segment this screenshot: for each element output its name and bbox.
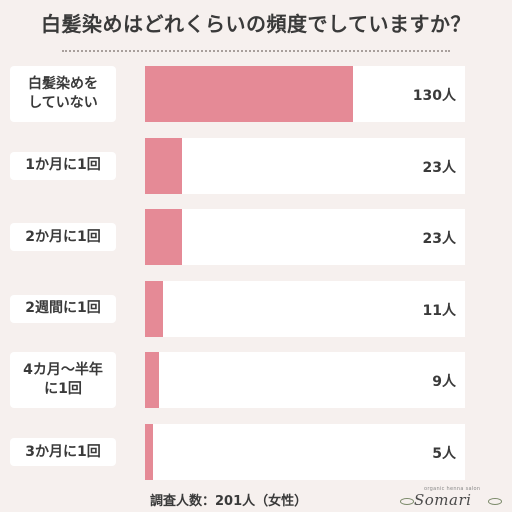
bar-value-label: 23人	[422, 159, 456, 176]
category-label: 1か月に1回	[10, 151, 116, 180]
bar-track	[145, 209, 465, 266]
bar-value-label: 9人	[432, 374, 456, 391]
bar-row: 3か月に1回 5人	[0, 424, 512, 480]
bar-row: 4カ月〜半年 に1回 9人	[0, 352, 512, 409]
bar-value-label: 23人	[422, 231, 456, 248]
bar-track	[145, 66, 465, 122]
leaf-right-icon	[488, 498, 502, 505]
bar-track	[145, 352, 465, 409]
brand-logo: organic henna salon Somari	[400, 486, 502, 510]
bar	[145, 352, 160, 409]
category-label: 2週間に1回	[10, 294, 116, 323]
bar-track	[145, 137, 465, 194]
category-label: 白髪染めを していない	[10, 66, 116, 122]
bar	[145, 66, 353, 122]
bar	[145, 424, 153, 480]
bar-row: 白髪染めを していない 130人	[0, 66, 512, 122]
bar	[145, 209, 182, 266]
bar	[145, 280, 163, 337]
logo-tagline: organic henna salon	[424, 486, 481, 492]
bar-row: 2週間に1回 11人	[0, 280, 512, 337]
category-label: 4カ月〜半年 に1回	[10, 352, 116, 409]
bar-value-label: 5人	[432, 446, 456, 462]
category-label: 3か月に1回	[10, 438, 116, 466]
bar-track	[145, 424, 465, 480]
bar-value-label: 11人	[422, 302, 456, 319]
category-label: 2か月に1回	[10, 223, 116, 252]
title-divider	[62, 50, 450, 52]
bar-row: 1か月に1回 23人	[0, 137, 512, 194]
chart-title: 白髪染めはどれくらいの頻度でしていますか？	[41, 12, 471, 36]
survey-note: 調査人数：201人（女性）	[150, 494, 308, 509]
bar-value-label: 130人	[412, 88, 456, 104]
bar-row: 2か月に1回 23人	[0, 209, 512, 266]
leaf-left-icon	[400, 498, 414, 505]
bar-track	[145, 280, 465, 337]
bar	[145, 137, 182, 194]
logo-name: Somari	[414, 491, 472, 509]
